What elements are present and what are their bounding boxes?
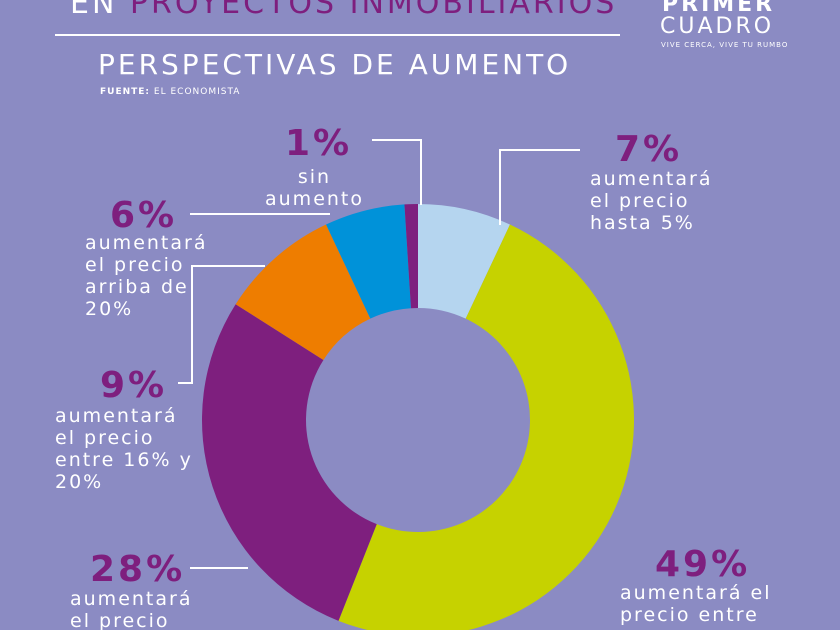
- category-label: sin aumento: [265, 166, 364, 210]
- slice: [338, 224, 634, 630]
- source-label: FUENTE:: [100, 87, 151, 97]
- value-label: 9%: [100, 365, 168, 406]
- slice: [418, 204, 510, 319]
- title: EN PROYECTOS INMOBILIARIOS: [70, 0, 617, 21]
- source-line: FUENTE: EL ECONOMISTA: [100, 87, 240, 97]
- logo-tagline: VIVE CERCA, VIVE TU RUMBO: [661, 41, 789, 49]
- category-label: aumentará el precio hasta 5%: [590, 168, 713, 234]
- value-label: 6%: [110, 195, 178, 236]
- leader-line: [499, 149, 580, 225]
- slice: [404, 204, 418, 309]
- value-label: 49%: [655, 544, 751, 585]
- slice: [326, 204, 411, 319]
- leader-lines: [178, 139, 580, 569]
- logo-top: PRIMER: [662, 0, 776, 17]
- category-label: aumentará el precio arriba de 20%: [85, 232, 208, 320]
- leader-line: [178, 265, 265, 384]
- source: EL ECONOMISTA: [153, 87, 241, 97]
- category-label: aumentará el precio: [70, 588, 193, 630]
- logo-bottom: CUADRO: [660, 14, 775, 39]
- category-label: aumentará el precio entre 16% y 20%: [55, 405, 193, 493]
- title-main: PROYECTOS INMOBILIARIOS: [129, 0, 618, 21]
- value-label: 28%: [90, 549, 186, 590]
- value-label: 7%: [615, 129, 683, 170]
- leader-line: [372, 139, 422, 205]
- category-label: aumentará el precio entre: [620, 582, 772, 626]
- slice: [201, 304, 377, 621]
- subtitle: PERSPECTIVAS DE AUMENTO: [98, 48, 572, 81]
- slice: [235, 224, 371, 360]
- value-label: 1%: [285, 123, 353, 164]
- title-lead: EN: [70, 0, 118, 21]
